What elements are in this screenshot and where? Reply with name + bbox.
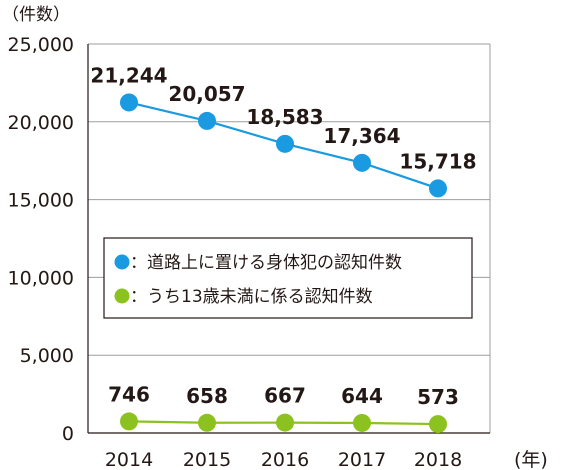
y-tick-label: 15,000 (8, 190, 74, 212)
data-point (120, 412, 138, 431)
x-axis-unit: (年) (514, 449, 548, 470)
x-tick-label: 2017 (338, 449, 386, 470)
data-label: 18,583 (246, 105, 323, 129)
data-point (198, 111, 216, 130)
y-tick-label: 25,000 (8, 34, 74, 56)
data-point (429, 415, 447, 434)
data-point (198, 413, 216, 432)
data-point (120, 93, 138, 112)
data-label: 658 (186, 384, 228, 408)
y-axis-ticks: 0 5,000 10,000 15,000 20,000 25,000 (8, 34, 74, 445)
data-label: 20,057 (168, 82, 245, 106)
data-label: 21,244 (90, 63, 167, 87)
legend-box (103, 237, 473, 319)
legend: ：道路上に置ける身体犯の認知件数 ：うち13歳未満に係る認知件数 (103, 237, 473, 319)
x-axis-ticks: 2014 2015 2016 2017 2018 (105, 449, 462, 470)
data-point (429, 179, 447, 198)
data-point (353, 153, 371, 172)
data-label: 667 (264, 384, 306, 408)
y-axis-unit: （件数） (2, 5, 70, 25)
y-tick-label: 10,000 (8, 267, 74, 289)
data-point (276, 134, 294, 153)
legend-marker-series-2 (114, 288, 130, 304)
data-label: 17,364 (323, 124, 400, 148)
data-label: 15,718 (399, 149, 476, 173)
x-tick-label: 2014 (105, 449, 153, 470)
x-tick-label: 2016 (261, 449, 309, 470)
x-tick-label: 2015 (183, 449, 231, 470)
y-tick-label: 20,000 (8, 112, 74, 134)
data-label: 573 (417, 385, 459, 409)
legend-label-series-1: ：道路上に置ける身体犯の認知件数 (130, 253, 402, 273)
data-label: 644 (341, 384, 383, 408)
data-point (353, 413, 371, 432)
y-tick-label: 0 (62, 423, 74, 445)
y-tick-label: 5,000 (20, 345, 74, 367)
data-label: 746 (108, 382, 150, 406)
legend-marker-series-1 (114, 254, 130, 270)
data-point (276, 413, 294, 432)
x-tick-label: 2018 (414, 449, 462, 470)
legend-label-series-2: ：うち13歳未満に係る認知件数 (130, 287, 373, 307)
